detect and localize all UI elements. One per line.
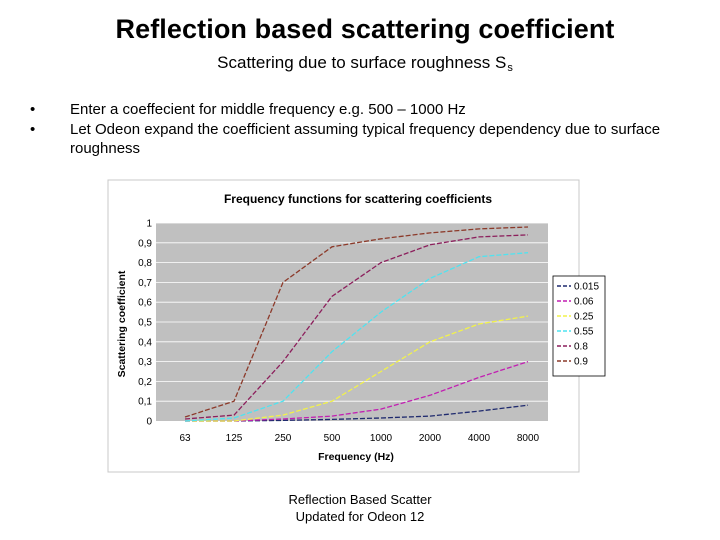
bullet-text: Let Odeon expand the coefficient assumin… (70, 121, 661, 157)
series-line-0.55 (184, 252, 529, 422)
legend-label: 0.06 (574, 297, 594, 308)
series-line-0.9 (184, 226, 529, 418)
x-tick-label: 63 (179, 433, 191, 444)
x-tick-labels: 63 125 250 500 1000 2000 4000 8000 (179, 433, 539, 444)
y-tick-label: 0,4 (138, 337, 152, 348)
legend-label: 0.015 (574, 282, 599, 293)
y-tick-label: 0,1 (138, 397, 152, 408)
x-tick-label: 250 (275, 433, 292, 444)
y-tick-label: 0 (146, 417, 152, 428)
bullet-item: • Enter a coeffecient for middle frequen… (30, 100, 690, 119)
subtitle-text: Scattering due to surface roughness S (217, 53, 507, 72)
y-tick-label: 0,5 (138, 318, 152, 329)
legend-label: 0.55 (574, 327, 594, 338)
legend-label: 0.25 (574, 312, 594, 323)
caption-line: Reflection Based Scatter (288, 492, 432, 507)
y-tick-label: 1 (146, 219, 152, 230)
x-tick-label: 4000 (468, 433, 491, 444)
legend-label: 0.9 (574, 357, 588, 368)
legend: 0.015 0.06 0.25 0.55 0.8 0.9 (552, 275, 606, 377)
y-tick-label: 0,3 (138, 357, 152, 368)
x-tick-label: 1000 (370, 433, 393, 444)
y-tick-label: 0,9 (138, 238, 152, 249)
bullet-dot: • (30, 101, 36, 118)
slide-caption: Reflection Based Scatter Updated for Ode… (250, 491, 470, 525)
x-tick-label: 8000 (517, 433, 540, 444)
series-line-0.8 (184, 234, 529, 420)
bullet-list: • Enter a coeffecient for middle frequen… (30, 100, 690, 159)
x-tick-label: 125 (226, 433, 243, 444)
bullet-item: • Let Odeon expand the coefficient assum… (30, 120, 690, 158)
y-tick-label: 0,2 (138, 377, 152, 388)
series-line-0.25 (185, 315, 529, 422)
caption-line: Updated for Odeon 12 (295, 509, 425, 524)
x-axis-label: Frequency (Hz) (318, 451, 394, 463)
legend-label: 0.8 (574, 342, 588, 353)
y-tick-label: 0,8 (138, 258, 152, 269)
x-tick-label: 2000 (419, 433, 442, 444)
series-lines (184, 226, 529, 422)
slide-title: Reflection based scattering coefficient (115, 14, 615, 44)
legend-box (552, 275, 606, 377)
y-axis-label: Scattering coefficient (116, 270, 128, 377)
y-tick-label: 0,6 (138, 298, 152, 309)
chart-title: Frequency functions for scattering coeff… (224, 192, 492, 206)
x-tick-label: 500 (324, 433, 341, 444)
bullet-dot: • (30, 121, 36, 138)
slide-subtitle: Scattering due to surface roughness Ss (0, 53, 720, 74)
bullet-text: Enter a coeffecient for middle frequency… (70, 101, 466, 118)
y-tick-label: 0,7 (138, 278, 152, 289)
y-tick-labels: 0 0,1 0,2 0,3 0,4 0,5 0,6 0,7 0,8 0,9 1 (138, 219, 152, 428)
subtitle-subscript: s (507, 62, 513, 74)
